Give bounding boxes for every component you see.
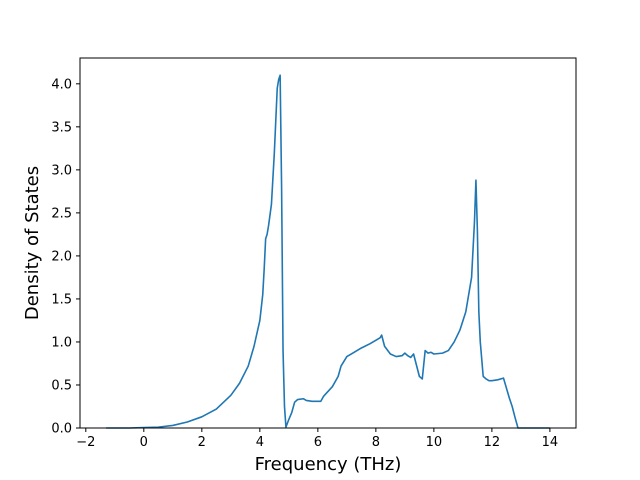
x-tick-label: 14 [542,435,559,450]
y-tick-label: 2.5 [51,206,72,221]
y-axis-ticks: 0.0 0.5 1.0 1.5 2.0 2.5 3.0 3.5 4.0 [51,77,80,437]
x-tick-label: 12 [484,435,501,450]
y-tick-label: 3.0 [51,163,72,178]
dos-series-line [106,74,550,429]
series-layer [106,74,550,429]
x-tick-label: 10 [426,435,443,450]
y-tick-label: 3.5 [51,120,72,135]
x-tick-label: 8 [372,435,380,450]
y-tick-label: 0.0 [51,422,72,437]
x-tick-label: 2 [198,435,206,450]
x-tick-label: 0 [140,435,148,450]
x-tick-label: 4 [256,435,264,450]
y-tick-label: 4.0 [51,77,72,92]
y-tick-label: 0.5 [51,378,72,393]
y-tick-label: 1.5 [51,292,72,307]
x-axis-ticks: −2 0 2 4 6 8 10 12 14 [76,428,558,450]
y-tick-label: 2.0 [51,249,72,264]
x-axis-label: Frequency (THz) [255,454,402,475]
x-tick-label: −2 [76,435,95,450]
x-tick-label: 6 [314,435,322,450]
y-tick-label: 1.0 [51,335,72,350]
plot-area-frame [79,57,577,429]
y-axis-label: Density of States [22,166,43,320]
